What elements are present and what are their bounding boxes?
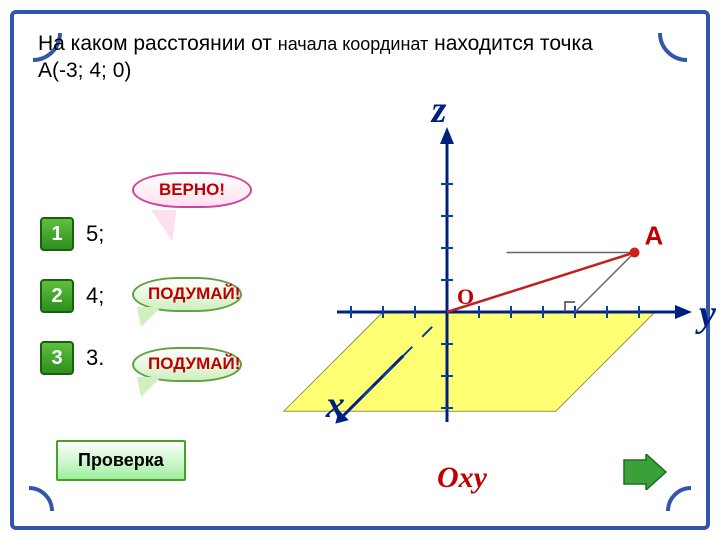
svg-text:Oxy: Oxy [437, 461, 488, 494]
q-line2: А(-3; 4; 0) [38, 59, 131, 82]
answer-text-1: 5; [86, 221, 104, 247]
coordinate-diagram: z y x О A Oxy [247, 92, 717, 512]
answer-row: 1 5; [40, 217, 104, 251]
next-arrow-icon[interactable] [622, 454, 668, 490]
svg-text:A: A [645, 220, 664, 250]
feedback-think-text-2: ПОДУМАЙ! [148, 354, 240, 373]
q-part-a: На каком расстоянии от [38, 32, 278, 55]
q-part-b: начала координат [278, 34, 429, 54]
bubble-tail [137, 377, 161, 397]
q-part-c: находится точка [428, 32, 593, 55]
answer-button-1[interactable]: 1 [40, 217, 74, 251]
svg-text:x: x [325, 384, 345, 426]
answers-block: 1 5; 2 4; 3 3. [40, 217, 104, 403]
feedback-correct-text: ВЕРНО! [159, 180, 225, 199]
feedback-correct-bubble: ВЕРНО! [132, 172, 252, 208]
check-button[interactable]: Проверка [56, 440, 186, 481]
question-text: На каком расстоянии от начала координат … [22, 22, 698, 93]
answer-button-2[interactable]: 2 [40, 279, 74, 313]
feedback-think-text-1: ПОДУМАЙ! [148, 284, 240, 303]
answer-row: 2 4; [40, 279, 104, 313]
svg-text:z: z [430, 92, 447, 131]
svg-text:О: О [457, 284, 474, 309]
svg-text:y: y [695, 293, 716, 335]
answer-button-3[interactable]: 3 [40, 341, 74, 375]
bubble-tail [152, 210, 176, 240]
answer-row: 3 3. [40, 341, 104, 375]
bubble-tail [137, 307, 161, 327]
answer-text-2: 4; [86, 283, 104, 309]
answer-text-3: 3. [86, 345, 104, 371]
